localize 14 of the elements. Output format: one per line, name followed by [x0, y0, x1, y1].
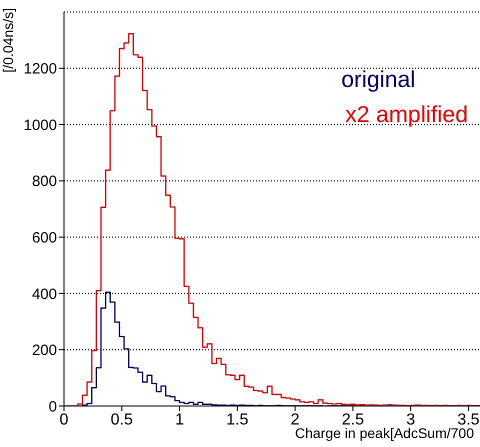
x-tick-label: 1.5	[226, 411, 249, 428]
x-tick-label: 0.5	[110, 411, 133, 428]
y-tick-label: 0	[48, 398, 57, 416]
text: original	[341, 66, 416, 93]
y-tick-label: 400	[32, 286, 57, 303]
y-axis-title: [/0.04ns/s]	[0, 8, 16, 73]
text: x2 amplified	[344, 101, 468, 128]
y-tick-label: 1200	[24, 60, 57, 78]
y-tick-label: 800	[32, 173, 57, 190]
y-tick-label: 1000	[24, 116, 57, 134]
x-tick-label: 1	[175, 411, 184, 428]
y-tick-label: 200	[32, 342, 57, 360]
x-tick-label: 0	[60, 411, 69, 428]
y-tick-label: 600	[32, 229, 57, 246]
